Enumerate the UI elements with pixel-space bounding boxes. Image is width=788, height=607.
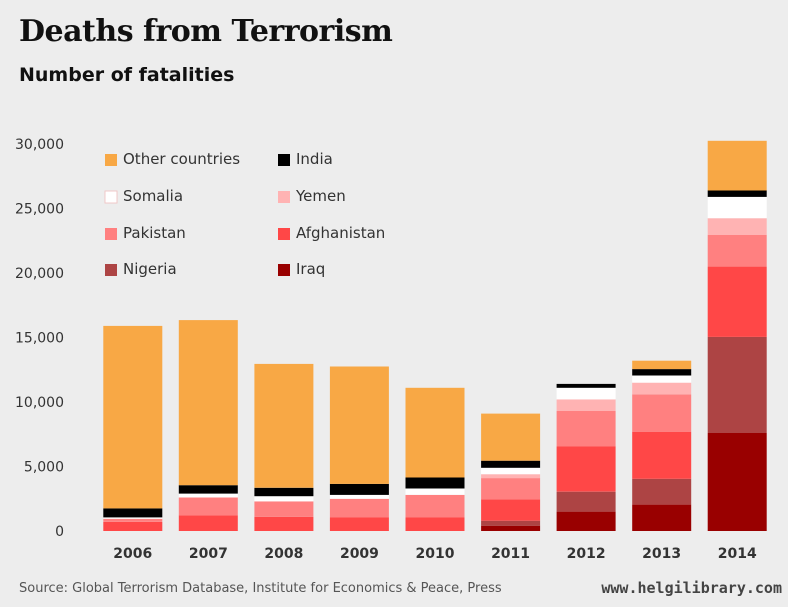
bar-segment-other-countries-2014 [707,140,767,191]
bar-segment-nigeria-2013 [632,478,692,505]
bar-segment-yemen-2012 [556,399,616,411]
bar-segment-somalia-2009 [329,494,389,499]
y-axis: 0 5,000 10,000 15,000 20,000 25,000 30,000 [15,137,64,540]
bar-segment-other-countries-2011 [481,413,541,461]
legend-label-afghanistan: Afghanistan [296,224,385,242]
bar-segment-yemen-2011 [481,474,541,479]
bar-segment-afghanistan-2006 [103,522,163,531]
x-tick-label-2013: 2013 [642,546,681,562]
legend-label-other-countries: Other countries [123,150,240,168]
legend: Other countries India Somalia Yemen Pakistan… [104,150,385,278]
bar-segment-pakistan-2007 [178,497,238,516]
bar-segment-pakistan-2009 [329,498,389,518]
bar-segment-other-countries-2009 [329,366,389,484]
legend-label-yemen: Yemen [295,187,346,205]
website-credit: www.helgilibrary.com [601,579,782,597]
bar-segment-yemen-2013 [632,382,692,395]
x-axis: 2006 2007 2008 2009 2010 2011 2012 2013 2014 [113,546,757,562]
x-tick-label-2006: 2006 [113,546,152,562]
y-tick-label: 15,000 [15,331,64,347]
x-tick-label-2007: 2007 [189,546,228,562]
x-tick-label-2010: 2010 [416,546,455,562]
bar-segment-pakistan-2008 [254,501,314,517]
bar-segment-india-2011 [481,460,541,468]
bar-segment-india-2008 [254,487,314,497]
bar-segment-somalia-2008 [254,496,314,502]
legend-label-india: India [296,150,333,168]
y-tick-label: 0 [55,524,64,540]
bar-segment-afghanistan-2014 [707,266,767,337]
bars [103,140,767,531]
legend-label-iraq: Iraq [296,260,325,278]
bar-segment-pakistan-2011 [481,478,541,500]
y-tick-label: 5,000 [24,460,64,476]
bar-segment-afghanistan-2009 [329,517,389,531]
legend-swatch-other-countries [105,154,117,166]
legend-swatch-somalia [104,190,118,204]
bar-segment-nigeria-2011 [481,520,541,526]
legend-swatch-iraq [278,264,290,276]
bar-segment-other-countries-2006 [103,325,163,509]
bar-segment-other-countries-2013 [632,360,692,370]
bar-segment-pakistan-2014 [707,234,767,267]
bar-segment-somalia-2012 [556,387,616,400]
x-tick-label-2008: 2008 [264,546,303,562]
bar-segment-other-countries-2008 [254,363,314,488]
bar-segment-pakistan-2006 [103,518,163,522]
bar-segment-india-2006 [103,508,163,518]
bar-segment-afghanistan-2007 [178,515,238,531]
bar-segment-afghanistan-2008 [254,516,314,531]
bar-segment-india-2014 [707,190,767,197]
bar-segment-yemen-2014 [707,218,767,235]
bar-segment-somalia-2013 [632,375,692,383]
bar-segment-india-2012 [556,383,616,388]
y-tick-label: 10,000 [15,395,64,411]
bar-segment-afghanistan-2011 [481,499,541,521]
legend-swatch-afghanistan [278,228,290,240]
bar-segment-afghanistan-2010 [405,517,465,531]
bar-segment-pakistan-2010 [405,494,465,518]
bar-segment-somalia-2010 [405,488,465,495]
y-tick-label: 25,000 [15,202,64,218]
x-tick-label-2012: 2012 [567,546,606,562]
source-note: Source: Global Terrorism Database, Insti… [19,581,502,596]
bar-segment-india-2009 [329,483,389,495]
x-tick-label-2011: 2011 [491,546,530,562]
bar-segment-india-2010 [405,477,465,489]
bar-segment-somalia-2007 [178,493,238,498]
chart-title: Deaths from Terrorism [19,14,393,49]
bar-segment-other-countries-2007 [178,320,238,486]
bar-segment-iraq-2014 [707,433,767,531]
legend-swatch-india [278,154,290,166]
bar-segment-india-2013 [632,369,692,376]
bar-segment-afghanistan-2012 [556,446,616,492]
legend-label-pakistan: Pakistan [123,224,186,242]
bar-segment-pakistan-2012 [556,411,616,447]
legend-swatch-yemen [278,191,290,203]
y-tick-label: 30,000 [15,137,64,153]
bar-segment-iraq-2012 [556,511,616,531]
bar-segment-afghanistan-2013 [632,431,692,479]
bar-segment-iraq-2013 [632,504,692,531]
legend-swatch-nigeria [105,264,117,276]
bar-segment-somalia-2011 [481,467,541,475]
bar-segment-iraq-2011 [481,525,541,531]
chart-subtitle: Number of fatalities [19,64,235,86]
bar-segment-nigeria-2014 [707,336,767,433]
x-tick-label-2014: 2014 [718,546,757,562]
bar-segment-nigeria-2012 [556,491,616,512]
legend-swatch-pakistan [105,228,117,240]
y-tick-label: 20,000 [15,266,64,282]
legend-label-nigeria: Nigeria [123,260,177,278]
x-tick-label-2009: 2009 [340,546,379,562]
bar-segment-somalia-2006 [103,517,163,519]
bar-segment-somalia-2014 [707,196,767,219]
bar-segment-other-countries-2010 [405,387,465,478]
legend-label-somalia: Somalia [123,187,183,205]
bar-segment-india-2007 [178,485,238,494]
bar-segment-pakistan-2013 [632,394,692,432]
